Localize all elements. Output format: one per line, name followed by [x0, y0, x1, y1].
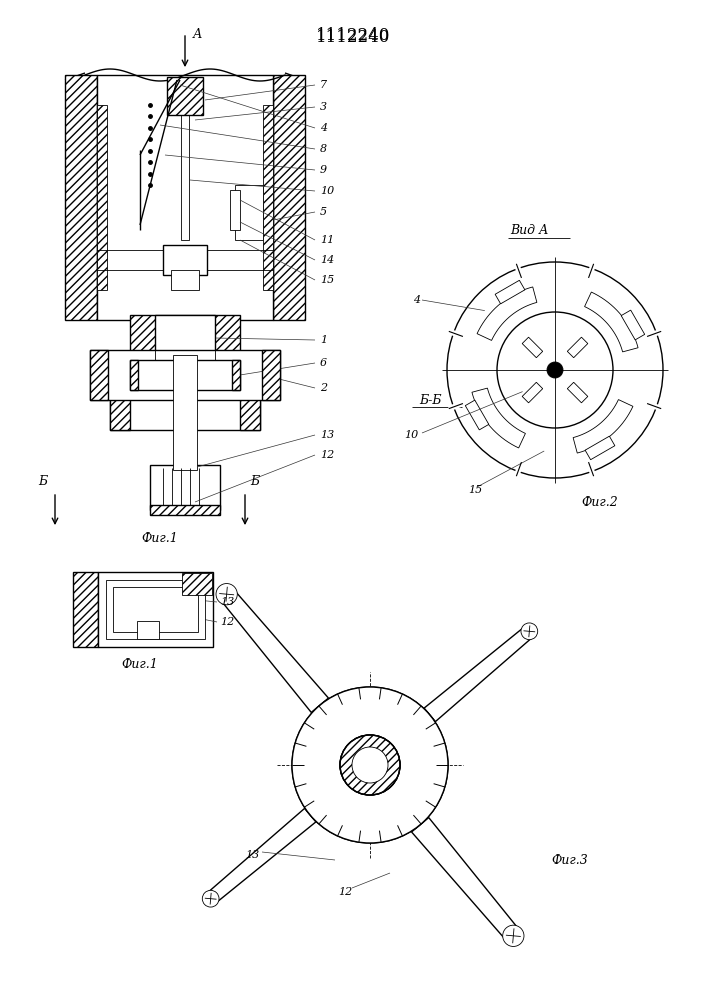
- Bar: [110, 355, 260, 430]
- Text: 1: 1: [320, 335, 327, 345]
- Polygon shape: [573, 400, 633, 453]
- Bar: [113, 587, 198, 632]
- Polygon shape: [567, 337, 588, 358]
- Text: Б-Б: Б-Б: [419, 393, 441, 406]
- Polygon shape: [567, 382, 588, 403]
- Bar: [181, 115, 189, 240]
- Circle shape: [292, 687, 448, 843]
- Text: 12: 12: [338, 887, 352, 897]
- Bar: [263, 105, 273, 290]
- Polygon shape: [424, 626, 534, 722]
- Bar: [130, 360, 240, 390]
- Text: 2: 2: [320, 383, 327, 393]
- Text: 3: 3: [320, 102, 327, 112]
- Circle shape: [340, 735, 400, 795]
- Bar: [230, 190, 240, 230]
- Text: 13: 13: [245, 850, 259, 860]
- Text: Фиг.2: Фиг.2: [582, 495, 619, 508]
- Text: 15: 15: [468, 485, 482, 495]
- Text: 4: 4: [413, 295, 420, 305]
- Bar: [262, 350, 280, 400]
- Circle shape: [340, 735, 400, 795]
- Polygon shape: [522, 382, 543, 403]
- Circle shape: [521, 623, 538, 640]
- Bar: [130, 315, 240, 360]
- Text: Фиг.3: Фиг.3: [551, 854, 588, 866]
- Circle shape: [497, 312, 613, 428]
- Bar: [106, 580, 205, 639]
- Bar: [173, 355, 197, 470]
- Text: 1112240: 1112240: [316, 26, 390, 43]
- Polygon shape: [585, 436, 615, 460]
- Polygon shape: [495, 280, 525, 304]
- Text: 15: 15: [320, 275, 334, 285]
- Bar: [171, 270, 199, 290]
- Bar: [90, 350, 108, 400]
- Bar: [232, 360, 240, 390]
- Text: Фиг.1: Фиг.1: [122, 658, 158, 672]
- Text: 1112240: 1112240: [316, 28, 390, 45]
- Text: 11: 11: [320, 235, 334, 245]
- Bar: [97, 105, 107, 290]
- Polygon shape: [585, 292, 638, 352]
- Text: 13: 13: [320, 430, 334, 440]
- Circle shape: [352, 747, 388, 783]
- Bar: [97, 75, 273, 320]
- Bar: [130, 360, 138, 390]
- Polygon shape: [477, 287, 537, 340]
- Text: 7: 7: [320, 80, 327, 90]
- Circle shape: [503, 925, 524, 946]
- Bar: [235, 185, 263, 240]
- Text: 6: 6: [320, 358, 327, 368]
- Text: Б: Б: [250, 475, 259, 488]
- Polygon shape: [465, 400, 489, 430]
- Bar: [182, 573, 212, 595]
- Circle shape: [447, 262, 663, 478]
- Circle shape: [216, 584, 238, 605]
- Bar: [150, 465, 220, 510]
- Text: Вид А: Вид А: [510, 224, 549, 236]
- Bar: [110, 355, 130, 430]
- Polygon shape: [411, 818, 520, 941]
- Bar: [163, 245, 207, 275]
- Polygon shape: [522, 337, 543, 358]
- Bar: [273, 75, 305, 320]
- Text: 13: 13: [220, 597, 234, 607]
- Circle shape: [352, 747, 388, 783]
- Bar: [73, 572, 98, 647]
- Text: Б: Б: [38, 475, 47, 488]
- Circle shape: [292, 687, 448, 843]
- Text: 12: 12: [220, 617, 234, 627]
- Polygon shape: [206, 808, 316, 904]
- Bar: [65, 75, 97, 320]
- Text: 10: 10: [404, 430, 418, 440]
- Text: 10: 10: [320, 186, 334, 196]
- Bar: [155, 315, 215, 360]
- Bar: [98, 572, 213, 647]
- Bar: [137, 621, 159, 639]
- Polygon shape: [220, 589, 329, 712]
- Bar: [240, 355, 260, 430]
- Bar: [150, 505, 220, 515]
- Text: 5: 5: [320, 207, 327, 217]
- Circle shape: [202, 890, 219, 907]
- Text: А: А: [193, 28, 202, 41]
- Text: 9: 9: [320, 165, 327, 175]
- Polygon shape: [621, 310, 645, 340]
- Circle shape: [547, 362, 563, 378]
- Bar: [90, 350, 280, 400]
- Text: 8: 8: [320, 144, 327, 154]
- Bar: [167, 77, 203, 115]
- Text: 12: 12: [320, 450, 334, 460]
- Text: 14: 14: [320, 255, 334, 265]
- Text: 4: 4: [320, 123, 327, 133]
- Text: Фиг.1: Фиг.1: [141, 532, 178, 544]
- Polygon shape: [472, 388, 525, 448]
